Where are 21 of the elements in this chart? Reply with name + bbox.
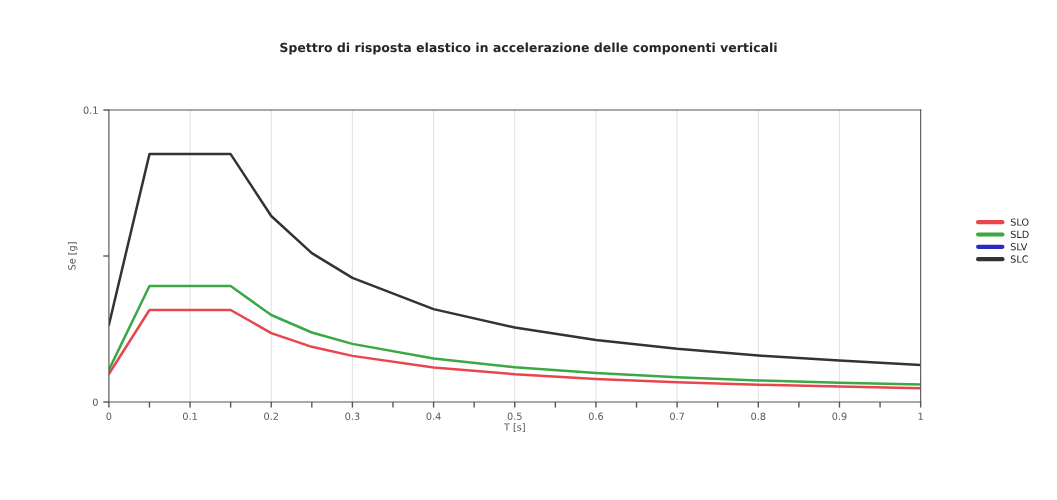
legend-label: SLO <box>1010 218 1029 226</box>
x-tick-label: 0.8 <box>751 412 766 420</box>
chart-title: Spettro di risposta elastico in accelerazione delle componenti verticali <box>280 42 777 55</box>
x-tick-label: 0.3 <box>345 412 360 420</box>
x-tick-label: 0.5 <box>507 412 522 420</box>
legend-label: SLV <box>1010 243 1028 251</box>
y-axis-title: Se [g] <box>68 242 78 270</box>
x-tick-label: 0.7 <box>670 412 685 420</box>
x-axis-title: T [s] <box>503 423 525 432</box>
x-tick-label: 0.9 <box>832 412 847 420</box>
line-series <box>108 152 921 367</box>
x-tick-label: 0 <box>106 412 112 420</box>
legend-label: SLD <box>1010 230 1029 239</box>
line-series <box>108 284 921 386</box>
x-tick-label: 0.2 <box>264 412 278 420</box>
x-tick-label: 0.4 <box>426 412 441 420</box>
x-tick-label: 0.6 <box>588 412 604 420</box>
x-tick-label: 0.1 <box>182 412 197 420</box>
x-tick-label: 1 <box>918 412 923 420</box>
legend-label: SLC <box>1010 255 1029 263</box>
line-series <box>108 308 921 390</box>
